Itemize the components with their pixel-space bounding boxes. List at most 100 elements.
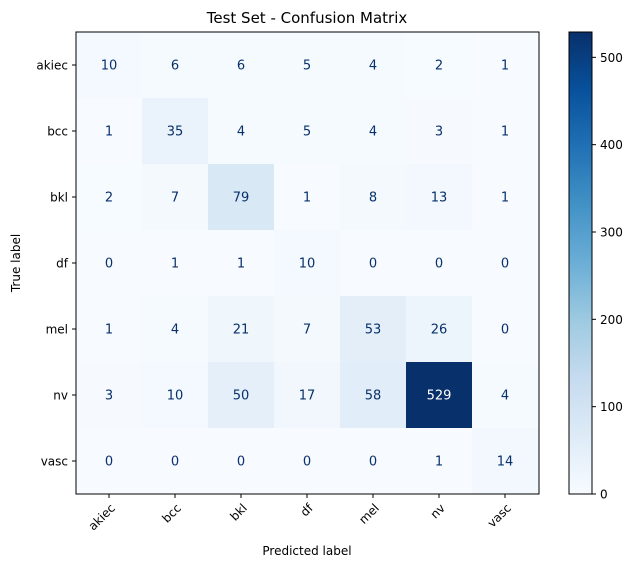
heatmap-cell <box>406 98 473 165</box>
cell-value: 0 <box>369 455 377 470</box>
x-tick-label: bcc <box>159 501 184 526</box>
heatmap-cell <box>406 164 473 231</box>
heatmap-cell <box>142 362 209 429</box>
cell-value: 3 <box>435 125 443 140</box>
cell-value: 0 <box>435 257 443 272</box>
cell-value: 4 <box>171 323 179 338</box>
cell-value: 6 <box>171 59 179 74</box>
cell-value: 529 <box>427 389 452 404</box>
heatmap-cell <box>340 296 407 363</box>
heatmap-cell <box>142 164 209 231</box>
cell-value: 0 <box>105 257 113 272</box>
heatmap-cell <box>76 32 143 99</box>
heatmap-cell <box>340 362 407 429</box>
heatmap-cell <box>208 230 275 297</box>
heatmap-cell <box>340 428 407 495</box>
heatmap-cell <box>76 296 143 363</box>
cell-value: 0 <box>237 455 245 470</box>
y-axis-ticks: akiec bcc bkl df mel nv vasc <box>36 59 76 469</box>
cell-value: 4 <box>237 125 245 140</box>
cell-value: 7 <box>303 323 311 338</box>
cell-value: 35 <box>167 125 184 140</box>
heatmap-cell <box>406 32 473 99</box>
cell-value: 26 <box>431 323 448 338</box>
heatmap-cell <box>208 98 275 165</box>
cell-value: 14 <box>497 455 514 470</box>
cell-value: 1 <box>237 257 245 272</box>
heatmap-cell <box>208 362 275 429</box>
heatmap-cell <box>274 230 341 297</box>
cell-value: 10 <box>101 59 118 74</box>
heatmap-cell <box>142 230 209 297</box>
heatmap-cell <box>406 230 473 297</box>
cell-value: 13 <box>431 191 448 206</box>
colorbar-tick-label: 300 <box>600 225 623 239</box>
cell-value: 1 <box>501 59 509 74</box>
cell-value: 0 <box>501 323 509 338</box>
cell-value: 8 <box>369 191 377 206</box>
cell-value: 58 <box>365 389 382 404</box>
cell-value: 6 <box>237 59 245 74</box>
heatmap-cell <box>274 296 341 363</box>
heatmap-cell <box>472 362 539 429</box>
colorbar-tick-label: 100 <box>600 400 623 414</box>
x-axis-ticks: akiec bcc bkl df mel nv vasc <box>86 494 514 533</box>
cell-value: 2 <box>435 59 443 74</box>
heatmap-cell <box>274 362 341 429</box>
colorbar-tick-label: 200 <box>600 313 623 327</box>
heatmap-cell <box>340 32 407 99</box>
cell-value: 17 <box>299 389 316 404</box>
heatmap-cell <box>76 98 143 165</box>
colorbar-tick-label: 400 <box>600 138 623 152</box>
heatmap-cell <box>406 362 473 429</box>
x-tick-label: nv <box>428 501 448 521</box>
heatmap-cell <box>340 164 407 231</box>
cell-value: 4 <box>369 59 377 74</box>
colorbar <box>568 31 593 495</box>
cell-value: 0 <box>303 455 311 470</box>
cell-value: 4 <box>501 389 509 404</box>
cell-value: 1 <box>171 257 179 272</box>
cell-value: 3 <box>105 389 113 404</box>
x-tick-label: df <box>298 500 317 519</box>
cell-value: 79 <box>233 191 250 206</box>
y-tick-label: bcc <box>47 125 68 139</box>
y-tick-label: bkl <box>50 191 68 205</box>
y-tick-label: mel <box>46 323 68 337</box>
cell-value: 1 <box>501 191 509 206</box>
cell-value: 4 <box>369 125 377 140</box>
heatmap-cell <box>340 98 407 165</box>
heatmap-cell <box>406 428 473 495</box>
cell-value: 10 <box>167 389 184 404</box>
cell-value: 1 <box>435 455 443 470</box>
heatmap-cell <box>208 428 275 495</box>
heatmap-cell <box>274 164 341 231</box>
heatmap-cell <box>208 32 275 99</box>
heatmap-cell <box>274 98 341 165</box>
y-axis-label: True label <box>9 234 23 293</box>
cell-value: 1 <box>105 323 113 338</box>
cell-value: 2 <box>105 191 113 206</box>
heatmap-cell <box>142 428 209 495</box>
cell-value: 10 <box>299 257 316 272</box>
heatmap-cell <box>274 428 341 495</box>
x-tick-label: mel <box>356 501 382 527</box>
heatmap-cell <box>76 428 143 495</box>
x-tick-label: bkl <box>227 501 250 524</box>
heatmap-cell <box>76 362 143 429</box>
heatmap-cell <box>472 164 539 231</box>
y-tick-label: vasc <box>41 455 68 469</box>
heatmap-cell <box>472 428 539 495</box>
cell-value: 7 <box>171 191 179 206</box>
y-tick-label: df <box>56 257 69 271</box>
heatmap-cell <box>142 98 209 165</box>
heatmap-cells: 10 6 6 5 4 2 11 35 4 5 4 3 12 7 79 1 8 13 10 1 1 10 0 0 01 4 21 7 53… <box>76 32 539 495</box>
cell-value: 53 <box>365 323 382 338</box>
cell-value: 0 <box>105 455 113 470</box>
cell-value: 0 <box>501 257 509 272</box>
heatmap-cell <box>340 230 407 297</box>
heatmap-cell <box>274 32 341 99</box>
heatmap-cell <box>142 32 209 99</box>
y-tick-label: akiec <box>36 59 68 73</box>
